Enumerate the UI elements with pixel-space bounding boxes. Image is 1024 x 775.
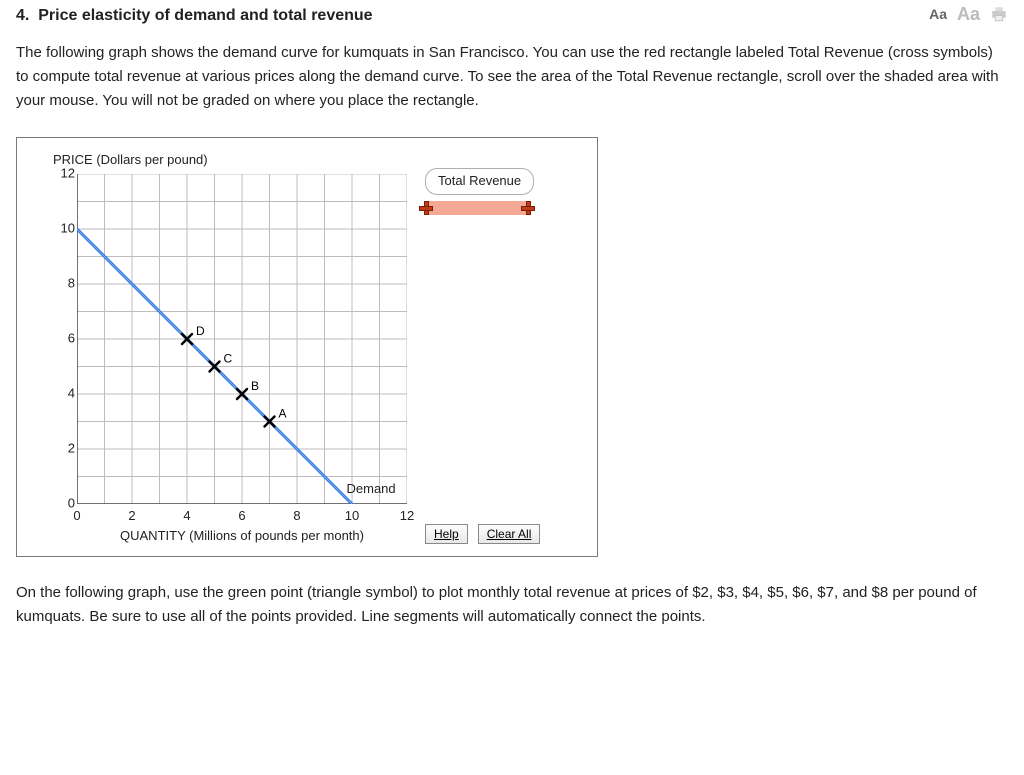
chart-svg: D C B A (77, 174, 407, 504)
y-tick: 10 (61, 218, 75, 239)
graph-buttons: Help Clear All (425, 524, 540, 544)
y-tick: 4 (68, 383, 75, 404)
y-tick-labels: 024681012 (57, 174, 75, 504)
cross-icon (522, 202, 534, 214)
intro-paragraph: The following graph shows the demand cur… (16, 41, 1008, 113)
y-tick: 2 (68, 438, 75, 459)
total-revenue-swatch[interactable] (425, 201, 529, 215)
y-axis-title: PRICE (Dollars per pound) (53, 150, 208, 171)
cross-icon (420, 202, 432, 214)
x-tick: 4 (183, 506, 190, 527)
font-decrease-button[interactable]: Aa (929, 3, 947, 25)
legend-area: Total Revenue (425, 168, 589, 548)
demand-graph-panel: PRICE (Dollars per pound) D C B A 0 2 4 6 8 10 12… (16, 137, 598, 557)
x-tick: 2 (128, 506, 135, 527)
svg-text:C: C (224, 351, 233, 365)
question-number: 4. (16, 7, 29, 24)
x-tick: 6 (238, 506, 245, 527)
question-title-text: Price elasticity of demand and total rev… (38, 7, 372, 24)
y-tick: 12 (61, 163, 75, 184)
x-axis-title: QUANTITY (Millions of pounds per month) (77, 526, 407, 547)
svg-text:A: A (279, 406, 287, 420)
x-tick: 8 (293, 506, 300, 527)
font-size-controls: Aa Aa (929, 0, 1008, 29)
print-icon[interactable] (990, 6, 1008, 22)
y-tick: 6 (68, 328, 75, 349)
clear-all-button[interactable]: Clear All (478, 524, 541, 544)
question-title: 4. Price elasticity of demand and total … (16, 1, 373, 29)
svg-text:B: B (251, 379, 259, 393)
footer-paragraph: On the following graph, use the green po… (16, 581, 1008, 629)
x-tick: 12 (400, 506, 414, 527)
help-button[interactable]: Help (425, 524, 468, 544)
x-tick: 0 (73, 506, 80, 527)
plot-area[interactable]: D C B A (77, 174, 407, 504)
y-tick: 8 (68, 273, 75, 294)
x-tick: 10 (345, 506, 359, 527)
demand-line-label: Demand (347, 479, 396, 500)
total-revenue-legend-badge[interactable]: Total Revenue (425, 168, 534, 195)
svg-text:D: D (196, 324, 205, 338)
font-increase-button[interactable]: Aa (957, 0, 980, 29)
